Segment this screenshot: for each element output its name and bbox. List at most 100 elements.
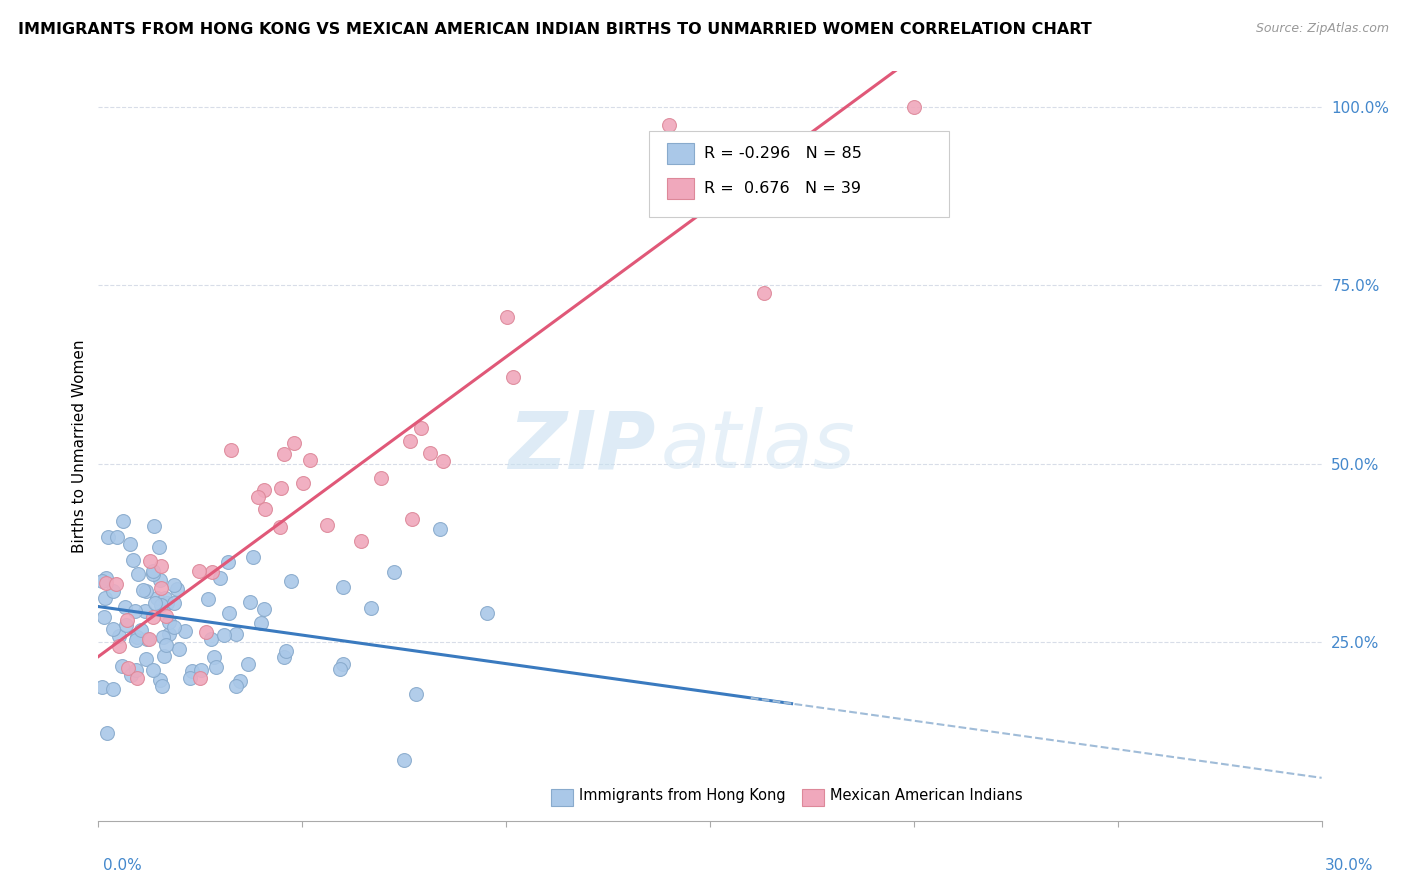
- Point: [169, 642, 191, 657]
- Point: [225, 627, 247, 641]
- Point: [157, 615, 180, 629]
- Point: [163, 596, 186, 610]
- Point: [225, 679, 247, 693]
- Point: [150, 598, 173, 612]
- Text: Immigrants from Hong Kong: Immigrants from Hong Kong: [579, 789, 786, 804]
- Point: [405, 687, 427, 701]
- Point: [135, 583, 157, 598]
- Point: [149, 573, 172, 587]
- Bar: [551, 789, 574, 805]
- FancyBboxPatch shape: [648, 131, 949, 218]
- Point: [143, 596, 166, 610]
- Point: [117, 613, 139, 627]
- Point: [139, 554, 162, 568]
- Point: [658, 118, 681, 132]
- Point: [142, 567, 165, 582]
- Point: [105, 530, 128, 544]
- Point: [382, 566, 405, 580]
- Point: [496, 310, 519, 324]
- Point: [419, 446, 441, 460]
- Point: [142, 609, 165, 624]
- Point: [217, 555, 239, 569]
- Point: [91, 574, 114, 588]
- Point: [229, 673, 252, 688]
- Point: [114, 618, 136, 632]
- Point: [101, 622, 124, 636]
- Point: [93, 609, 115, 624]
- Text: R = -0.296   N = 85: R = -0.296 N = 85: [704, 145, 862, 161]
- Point: [292, 476, 315, 491]
- Point: [270, 481, 292, 495]
- Point: [174, 624, 197, 638]
- Point: [163, 578, 186, 592]
- Point: [239, 595, 262, 609]
- Point: [329, 662, 352, 676]
- Point: [142, 664, 165, 678]
- Point: [120, 667, 142, 681]
- Point: [399, 434, 422, 449]
- Point: [143, 519, 166, 533]
- Point: [204, 660, 226, 674]
- Bar: [801, 789, 824, 805]
- Point: [370, 471, 392, 485]
- Point: [202, 650, 225, 665]
- Point: [122, 553, 145, 567]
- Text: Mexican American Indians: Mexican American Indians: [830, 789, 1022, 804]
- Point: [131, 623, 153, 637]
- Point: [142, 564, 165, 578]
- Point: [242, 550, 264, 565]
- Point: [432, 453, 454, 467]
- Text: ZIP: ZIP: [508, 407, 655, 485]
- Point: [125, 633, 148, 648]
- Point: [181, 664, 204, 678]
- Y-axis label: Births to Unmarried Women: Births to Unmarried Women: [72, 339, 87, 553]
- Point: [125, 664, 148, 678]
- Point: [132, 583, 155, 598]
- Point: [150, 679, 173, 693]
- Point: [332, 580, 354, 594]
- Point: [236, 657, 259, 671]
- Point: [146, 591, 169, 606]
- Point: [136, 632, 159, 646]
- Point: [280, 574, 302, 588]
- Point: [392, 753, 415, 767]
- Text: atlas: atlas: [661, 407, 856, 485]
- Point: [149, 558, 172, 573]
- Point: [273, 447, 295, 461]
- Point: [94, 591, 117, 606]
- Point: [96, 725, 118, 739]
- Point: [127, 567, 149, 582]
- Point: [155, 639, 177, 653]
- Point: [187, 564, 209, 578]
- Bar: [668, 178, 695, 199]
- Point: [502, 370, 524, 384]
- Point: [94, 576, 117, 591]
- Point: [273, 649, 295, 664]
- Point: [477, 606, 499, 620]
- Point: [253, 483, 276, 498]
- Point: [218, 606, 240, 620]
- Point: [163, 620, 186, 634]
- Text: R =  0.676   N = 39: R = 0.676 N = 39: [704, 181, 860, 195]
- Text: Source: ZipAtlas.com: Source: ZipAtlas.com: [1256, 22, 1389, 36]
- Point: [253, 601, 276, 615]
- Point: [111, 659, 134, 673]
- Point: [276, 644, 298, 658]
- Point: [135, 651, 157, 665]
- Point: [197, 592, 219, 607]
- Point: [249, 616, 271, 631]
- Point: [97, 530, 120, 544]
- Text: 0.0%: 0.0%: [103, 858, 142, 873]
- Point: [152, 649, 174, 664]
- Point: [200, 632, 222, 646]
- Point: [201, 566, 224, 580]
- Point: [91, 680, 114, 694]
- Point: [332, 657, 354, 672]
- Point: [148, 540, 170, 554]
- Point: [166, 582, 188, 597]
- Point: [153, 591, 176, 606]
- Point: [401, 512, 423, 526]
- Point: [269, 520, 291, 534]
- Point: [350, 533, 373, 548]
- Point: [208, 570, 231, 584]
